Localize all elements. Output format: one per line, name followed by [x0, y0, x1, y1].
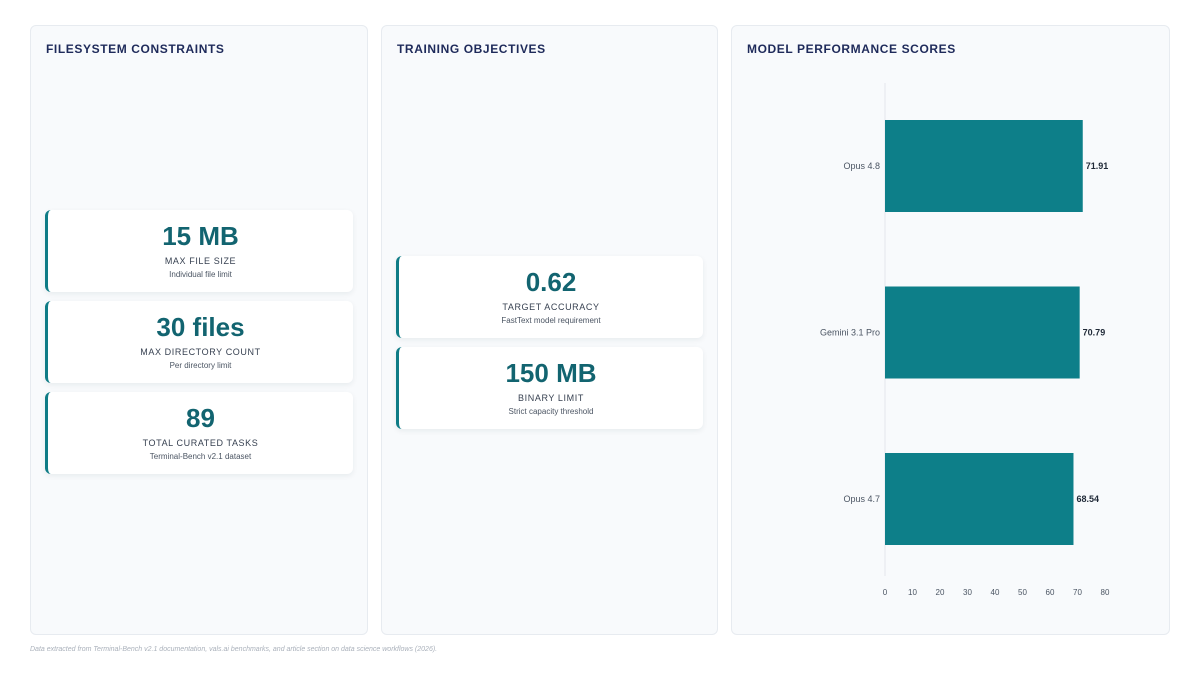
bar-chart: Opus 4.8 71.91 Gemini 3.1 Pro 70.79 Opus 4.7… [732, 26, 1171, 636]
stat-card-max-file-size: 15 MB MAX FILE SIZE Individual file limi… [45, 210, 353, 292]
stat-card-max-directory-count: 30 files MAX DIRECTORY COUNT Per directo… [45, 301, 353, 383]
filesystem-constraints-panel: FILESYSTEM CONSTRAINTS 15 MB MAX FILE SI… [30, 25, 368, 635]
stat-card-total-curated-tasks: 89 TOTAL CURATED TASKS Terminal-Bench v2… [45, 392, 353, 474]
bar-chart-svg: Opus 4.8 71.91 Gemini 3.1 Pro 70.79 Opus 4.7… [820, 83, 1110, 597]
x-tick-label: 60 [1046, 588, 1055, 597]
panel-title: TRAINING OBJECTIVES [397, 42, 546, 56]
x-tick-label: 80 [1101, 588, 1110, 597]
x-tick-label: 70 [1073, 588, 1082, 597]
stat-value: 150 MB [505, 358, 597, 388]
category-label: Gemini 3.1 Pro [820, 328, 880, 338]
stat-label: TARGET ACCURACY [502, 302, 600, 312]
model-performance-panel: MODEL PERFORMANCE SCORES Opus 4.8 71.91 Ge… [731, 25, 1170, 635]
x-tick-label: 20 [936, 588, 945, 597]
x-tick-label: 40 [991, 588, 1000, 597]
x-tick-label: 50 [1018, 588, 1027, 597]
panel-title: FILESYSTEM CONSTRAINTS [46, 42, 225, 56]
stat-label: MAX FILE SIZE [164, 256, 237, 266]
stat-card-target-accuracy: 0.62 TARGET ACCURACY FastText model requ… [396, 256, 703, 338]
footnote: Data extracted from Terminal-Bench v2.1 … [30, 646, 438, 653]
bar-opus-4-8 [885, 120, 1083, 212]
x-tick-label: 30 [963, 588, 972, 597]
x-tick-label: 10 [908, 588, 917, 597]
stat-cards: 15 MB MAX FILE SIZE Individual file limi… [45, 26, 353, 634]
stat-sublabel: Individual file limit [169, 270, 232, 279]
data-label: 68.54 [1076, 494, 1099, 504]
stat-sublabel: Per directory limit [169, 361, 232, 370]
bar-opus-4-7 [885, 453, 1074, 545]
stat-sublabel: Terminal-Bench v2.1 dataset [149, 452, 252, 461]
stat-value: 89 [186, 403, 215, 433]
stat-cards: 0.62 TARGET ACCURACY FastText model requ… [396, 26, 703, 634]
stat-card-binary-limit: 150 MB BINARY LIMIT Strict capacity thre… [396, 347, 703, 429]
stat-value: 30 files [156, 312, 245, 342]
stat-label: BINARY LIMIT [518, 393, 584, 403]
training-objectives-panel: TRAINING OBJECTIVES 0.62 TARGET ACCURACY… [381, 25, 718, 635]
x-tick-label: 0 [883, 588, 888, 597]
bar-gemini-3-1-pro [885, 286, 1080, 379]
data-label: 70.79 [1083, 328, 1106, 338]
stat-label: MAX DIRECTORY COUNT [140, 347, 261, 357]
stat-sublabel: Strict capacity threshold [508, 407, 594, 416]
stat-label: TOTAL CURATED TASKS [142, 438, 259, 448]
panel-title: MODEL PERFORMANCE SCORES [747, 42, 956, 56]
category-label: Opus 4.8 [843, 161, 880, 171]
data-label: 71.91 [1086, 161, 1109, 171]
stat-value: 0.62 [525, 267, 577, 297]
category-label: Opus 4.7 [843, 494, 880, 504]
stat-sublabel: FastText model requirement [501, 316, 601, 325]
stat-value: 15 MB [162, 221, 239, 251]
